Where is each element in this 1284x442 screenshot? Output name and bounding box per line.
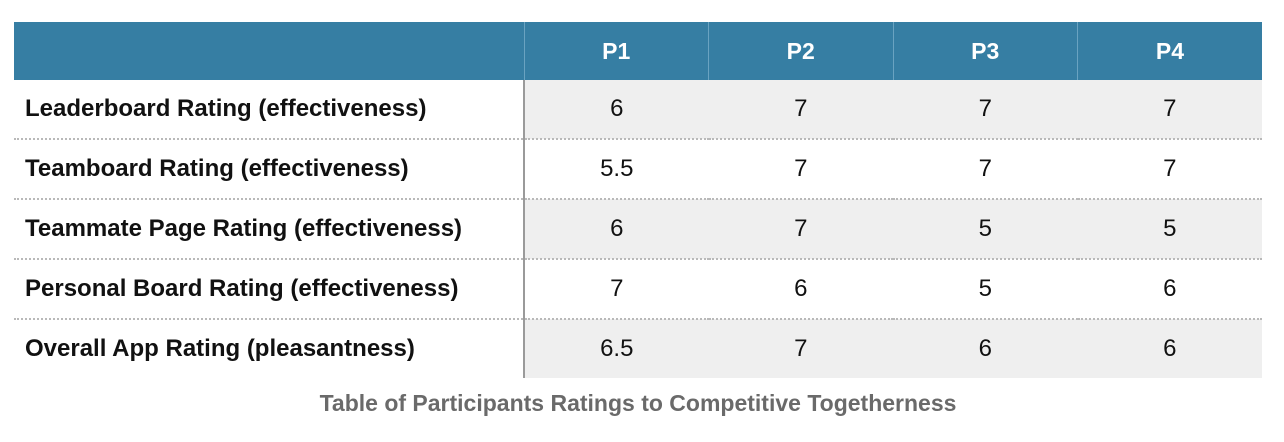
rating-cell: 7 [708, 319, 893, 378]
ratings-table-container: P1 P2 P3 P4 Leaderboard Rating (effectiv… [14, 22, 1262, 378]
table-row: Overall App Rating (pleasantness) 6.5 7 … [14, 319, 1262, 378]
rating-cell: 5 [1077, 199, 1262, 260]
row-label: Teammate Page Rating (effectiveness) [14, 199, 525, 260]
ratings-table: P1 P2 P3 P4 Leaderboard Rating (effectiv… [14, 22, 1262, 378]
table-row: Leaderboard Rating (effectiveness) 6 7 7… [14, 80, 1262, 140]
header-cell-p2: P2 [708, 22, 893, 80]
rating-cell: 6 [524, 199, 709, 260]
header-cell-p4: P4 [1077, 22, 1262, 80]
table-row: Teamboard Rating (effectiveness) 5.5 7 7… [14, 139, 1262, 200]
row-label: Leaderboard Rating (effectiveness) [14, 80, 525, 140]
row-label: Teamboard Rating (effectiveness) [14, 139, 525, 200]
rating-cell: 6 [1077, 259, 1262, 320]
rating-cell: 7 [893, 80, 1078, 140]
rating-cell: 7 [708, 80, 893, 140]
rating-cell: 6.5 [524, 319, 709, 378]
rating-cell: 7 [1077, 139, 1262, 200]
rating-cell: 7 [708, 139, 893, 200]
table-header-row: P1 P2 P3 P4 [14, 22, 1262, 80]
header-cell-empty [14, 22, 524, 80]
header-cell-p3: P3 [892, 22, 1078, 80]
table-row: Teammate Page Rating (effectiveness) 6 7… [14, 199, 1262, 260]
rating-cell: 5.5 [524, 139, 709, 200]
rating-cell: 7 [708, 199, 893, 260]
rating-cell: 7 [1077, 80, 1262, 140]
rating-cell: 7 [524, 259, 709, 320]
table-row: Personal Board Rating (effectiveness) 7 … [14, 259, 1262, 320]
row-label: Overall App Rating (pleasantness) [14, 319, 525, 378]
row-label: Personal Board Rating (effectiveness) [14, 259, 525, 320]
rating-cell: 7 [893, 139, 1078, 200]
rating-cell: 6 [524, 80, 709, 140]
rating-cell: 5 [893, 259, 1078, 320]
rating-cell: 5 [893, 199, 1078, 260]
rating-cell: 6 [708, 259, 893, 320]
rating-cell: 6 [1077, 319, 1262, 378]
table-caption: Table of Participants Ratings to Competi… [319, 390, 957, 416]
rating-cell: 6 [893, 319, 1078, 378]
header-cell-p1: P1 [523, 22, 709, 80]
